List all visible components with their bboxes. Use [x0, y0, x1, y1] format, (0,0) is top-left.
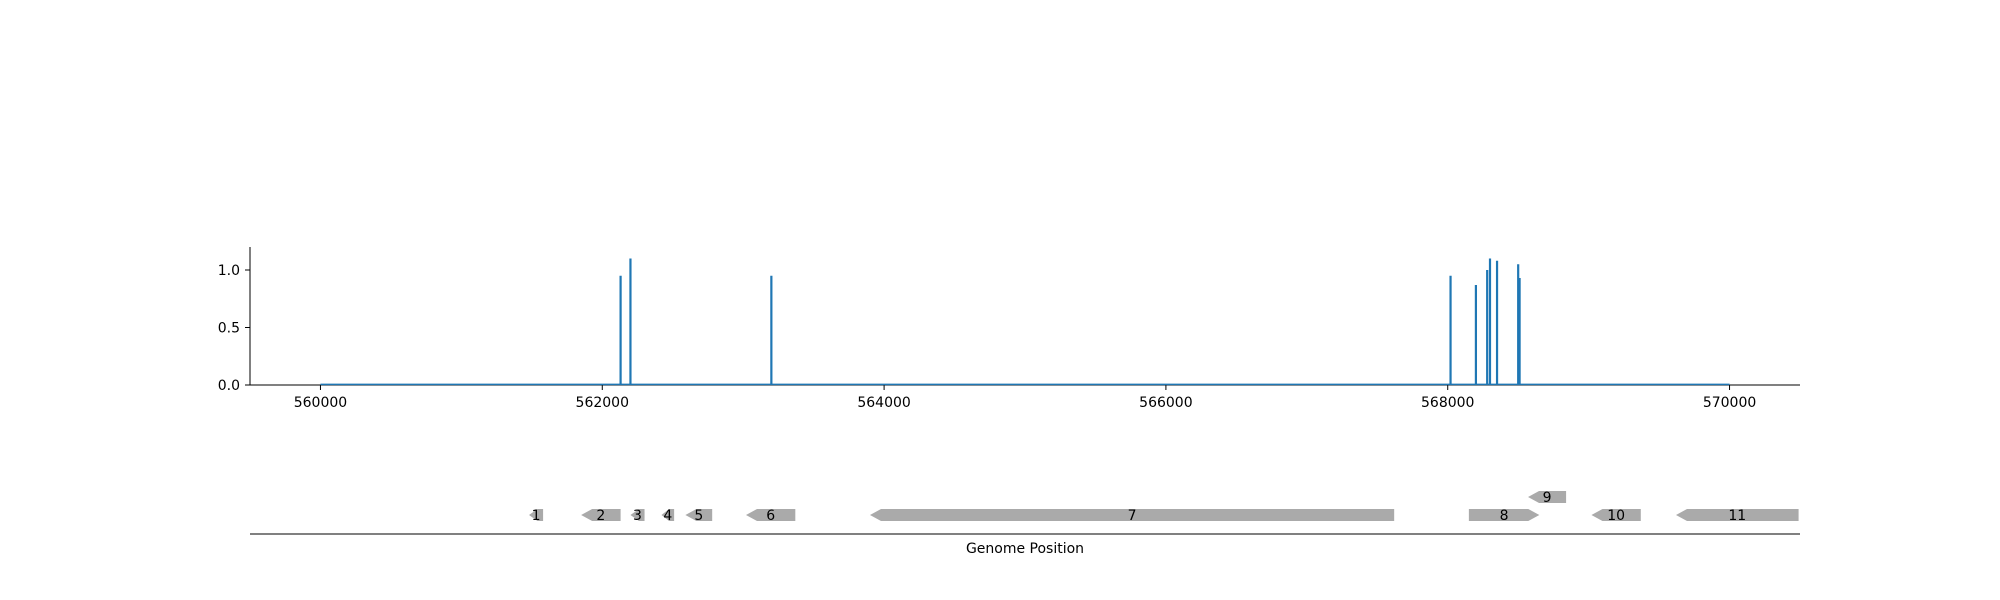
- gene-arrow: [1591, 509, 1641, 521]
- gene-label: 4: [663, 508, 672, 524]
- gene-label: 1: [532, 508, 541, 524]
- gene-arrow: [685, 509, 713, 521]
- coverage-plot: 0.0 0.5 1.0 560000 562000 564000 566000 568000 5…: [218, 247, 1800, 411]
- x-tick-label: 568000: [1421, 395, 1474, 411]
- x-tick-label: 560000: [294, 395, 347, 411]
- gene-arrow: [1528, 491, 1567, 503]
- gene-arrow: [746, 509, 796, 521]
- x-tick-label: 570000: [1703, 395, 1756, 411]
- gene-label: 3: [633, 508, 642, 524]
- gene-arrow: [529, 509, 544, 521]
- x-axis-title: Genome Position: [966, 541, 1084, 557]
- gene-label: 2: [596, 508, 605, 524]
- gene-arrow: [1676, 509, 1799, 521]
- gene-label: 7: [1128, 508, 1137, 524]
- x-tick-label: 562000: [576, 395, 629, 411]
- gene-arrow: [630, 509, 645, 521]
- gene-label: 5: [694, 508, 703, 524]
- gene-arrow: [870, 509, 1395, 521]
- x-tick-label: 564000: [857, 395, 910, 411]
- gene-arrow: [1468, 509, 1540, 521]
- gene-label: 10: [1607, 508, 1625, 524]
- y-tick-label: 0.5: [218, 321, 240, 337]
- gene-label: 9: [1543, 490, 1552, 506]
- x-tick-label: 566000: [1139, 395, 1192, 411]
- gene-arrow: [661, 509, 675, 521]
- gene-label: 8: [1500, 508, 1509, 524]
- gene-label: 6: [766, 508, 775, 524]
- y-tick-label: 0.0: [218, 378, 240, 394]
- gene-arrow: [581, 509, 621, 521]
- gene-plot: 1 2 3 4 5 6 7 8 9 10 11 Genome Position: [250, 490, 1800, 557]
- gene-label: 11: [1728, 508, 1746, 524]
- y-tick-label: 1.0: [218, 263, 240, 279]
